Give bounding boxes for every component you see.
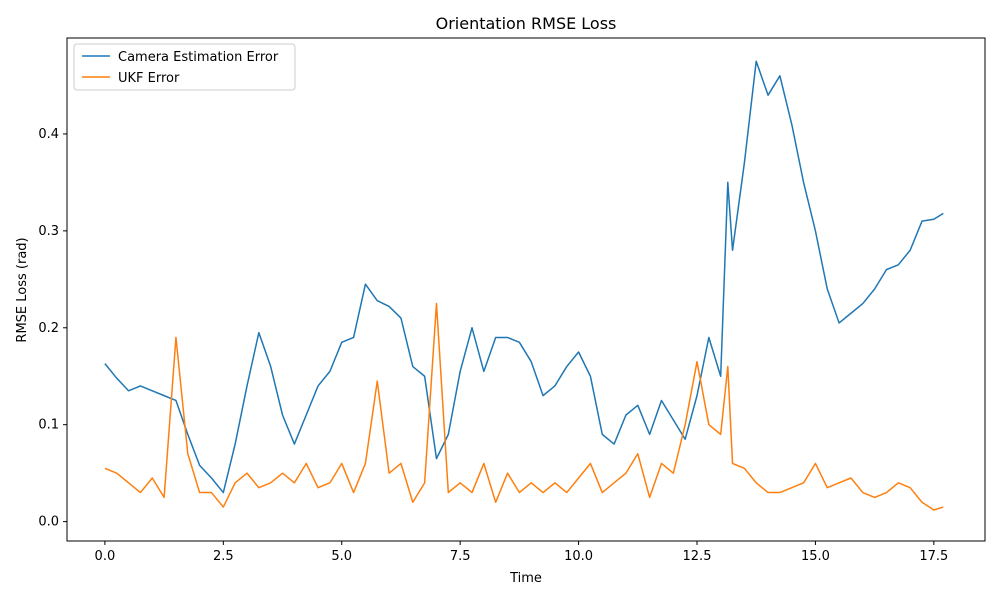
x-tick-label: 17.5 — [919, 549, 948, 564]
x-tick-label: 10.0 — [564, 549, 593, 564]
legend-label: Camera Estimation Error — [118, 50, 279, 65]
legend: Camera Estimation Error UKF Error — [73, 43, 296, 91]
x-tick-label: 15.0 — [801, 549, 830, 564]
y-axis-label: RMSE Loss (rad) — [15, 237, 30, 342]
y-tick-label: 0.1 — [38, 418, 59, 433]
x-tick-label: 0.0 — [95, 549, 116, 564]
y-tick-label: 0.2 — [38, 321, 59, 336]
plot-frame — [66, 37, 986, 542]
y-tick-label: 0.0 — [38, 515, 59, 530]
x-tick-label: 2.5 — [213, 549, 234, 564]
series-line — [104, 60, 944, 494]
legend-box — [73, 43, 296, 91]
series-line — [104, 302, 944, 511]
y-tick-label: 0.4 — [38, 127, 59, 142]
chart-title: Orientation RMSE Loss — [436, 14, 617, 33]
x-tick-label: 7.5 — [450, 549, 471, 564]
x-tick-label: 12.5 — [683, 549, 712, 564]
y-tick-label: 0.3 — [38, 224, 59, 239]
legend-label: UKF Error — [118, 71, 180, 86]
x-axis-label: Time — [509, 571, 542, 586]
x-tick-label: 5.0 — [331, 549, 352, 564]
